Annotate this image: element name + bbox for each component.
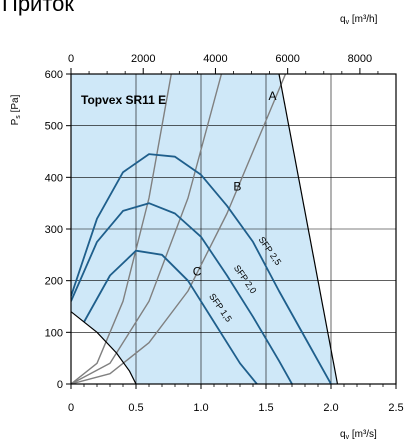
system-curve-b <box>71 74 223 384</box>
system-curve-a <box>71 74 287 384</box>
chart-title: Topvex SR11 E <box>81 93 166 107</box>
y-tick-label: 600 <box>45 69 63 81</box>
y-tick-label: 0 <box>57 379 63 391</box>
x2-tick-label: 0 <box>68 53 74 65</box>
x-tick-label: 2.5 <box>388 402 403 414</box>
fan-curve-2 <box>71 202 293 384</box>
x-tick-label: 1.5 <box>258 402 273 414</box>
x-tick-label: 1.0 <box>193 402 208 414</box>
x-axis-unit: [m³/s] <box>349 429 377 440</box>
region-boundary-left <box>71 311 137 384</box>
x-tick-label: 0.5 <box>128 402 143 414</box>
y-tick-label: 500 <box>45 121 63 133</box>
x2-tick-label: 2000 <box>131 53 155 65</box>
y-axis-title: Ps [Pa] <box>10 94 22 125</box>
curve-label-c: C <box>193 265 202 279</box>
fan-curve-1 <box>71 153 332 384</box>
y-axis-unit: [Pa] <box>10 94 21 115</box>
page-title: Приток <box>2 0 75 16</box>
y-axis-subscript: s <box>15 115 22 119</box>
y-tick-label: 400 <box>45 172 63 184</box>
x-axis-subscript: v <box>346 434 350 441</box>
fan-curve-3 <box>83 249 258 384</box>
x2-unit: [m³/h] <box>352 14 378 25</box>
region-boundary-right <box>278 74 339 384</box>
x2-axis-title: qv [m³/h] <box>340 14 378 26</box>
y-tick-label: 200 <box>45 276 63 288</box>
x2-tick-label: 4000 <box>203 53 227 65</box>
x-tick-label: 2.0 <box>323 402 338 414</box>
x-axis-title: qv [m³/s] <box>340 429 377 441</box>
y-tick-label: 100 <box>45 327 63 339</box>
x2-tick-label: 6000 <box>275 53 299 65</box>
x2-tick-label: 8000 <box>348 53 372 65</box>
system-curve-c <box>71 74 172 384</box>
x-tick-label: 0 <box>68 402 74 414</box>
y-tick-label: 300 <box>45 224 63 236</box>
curve-label-a: A <box>268 89 276 103</box>
curve-label-b: B <box>233 179 241 193</box>
